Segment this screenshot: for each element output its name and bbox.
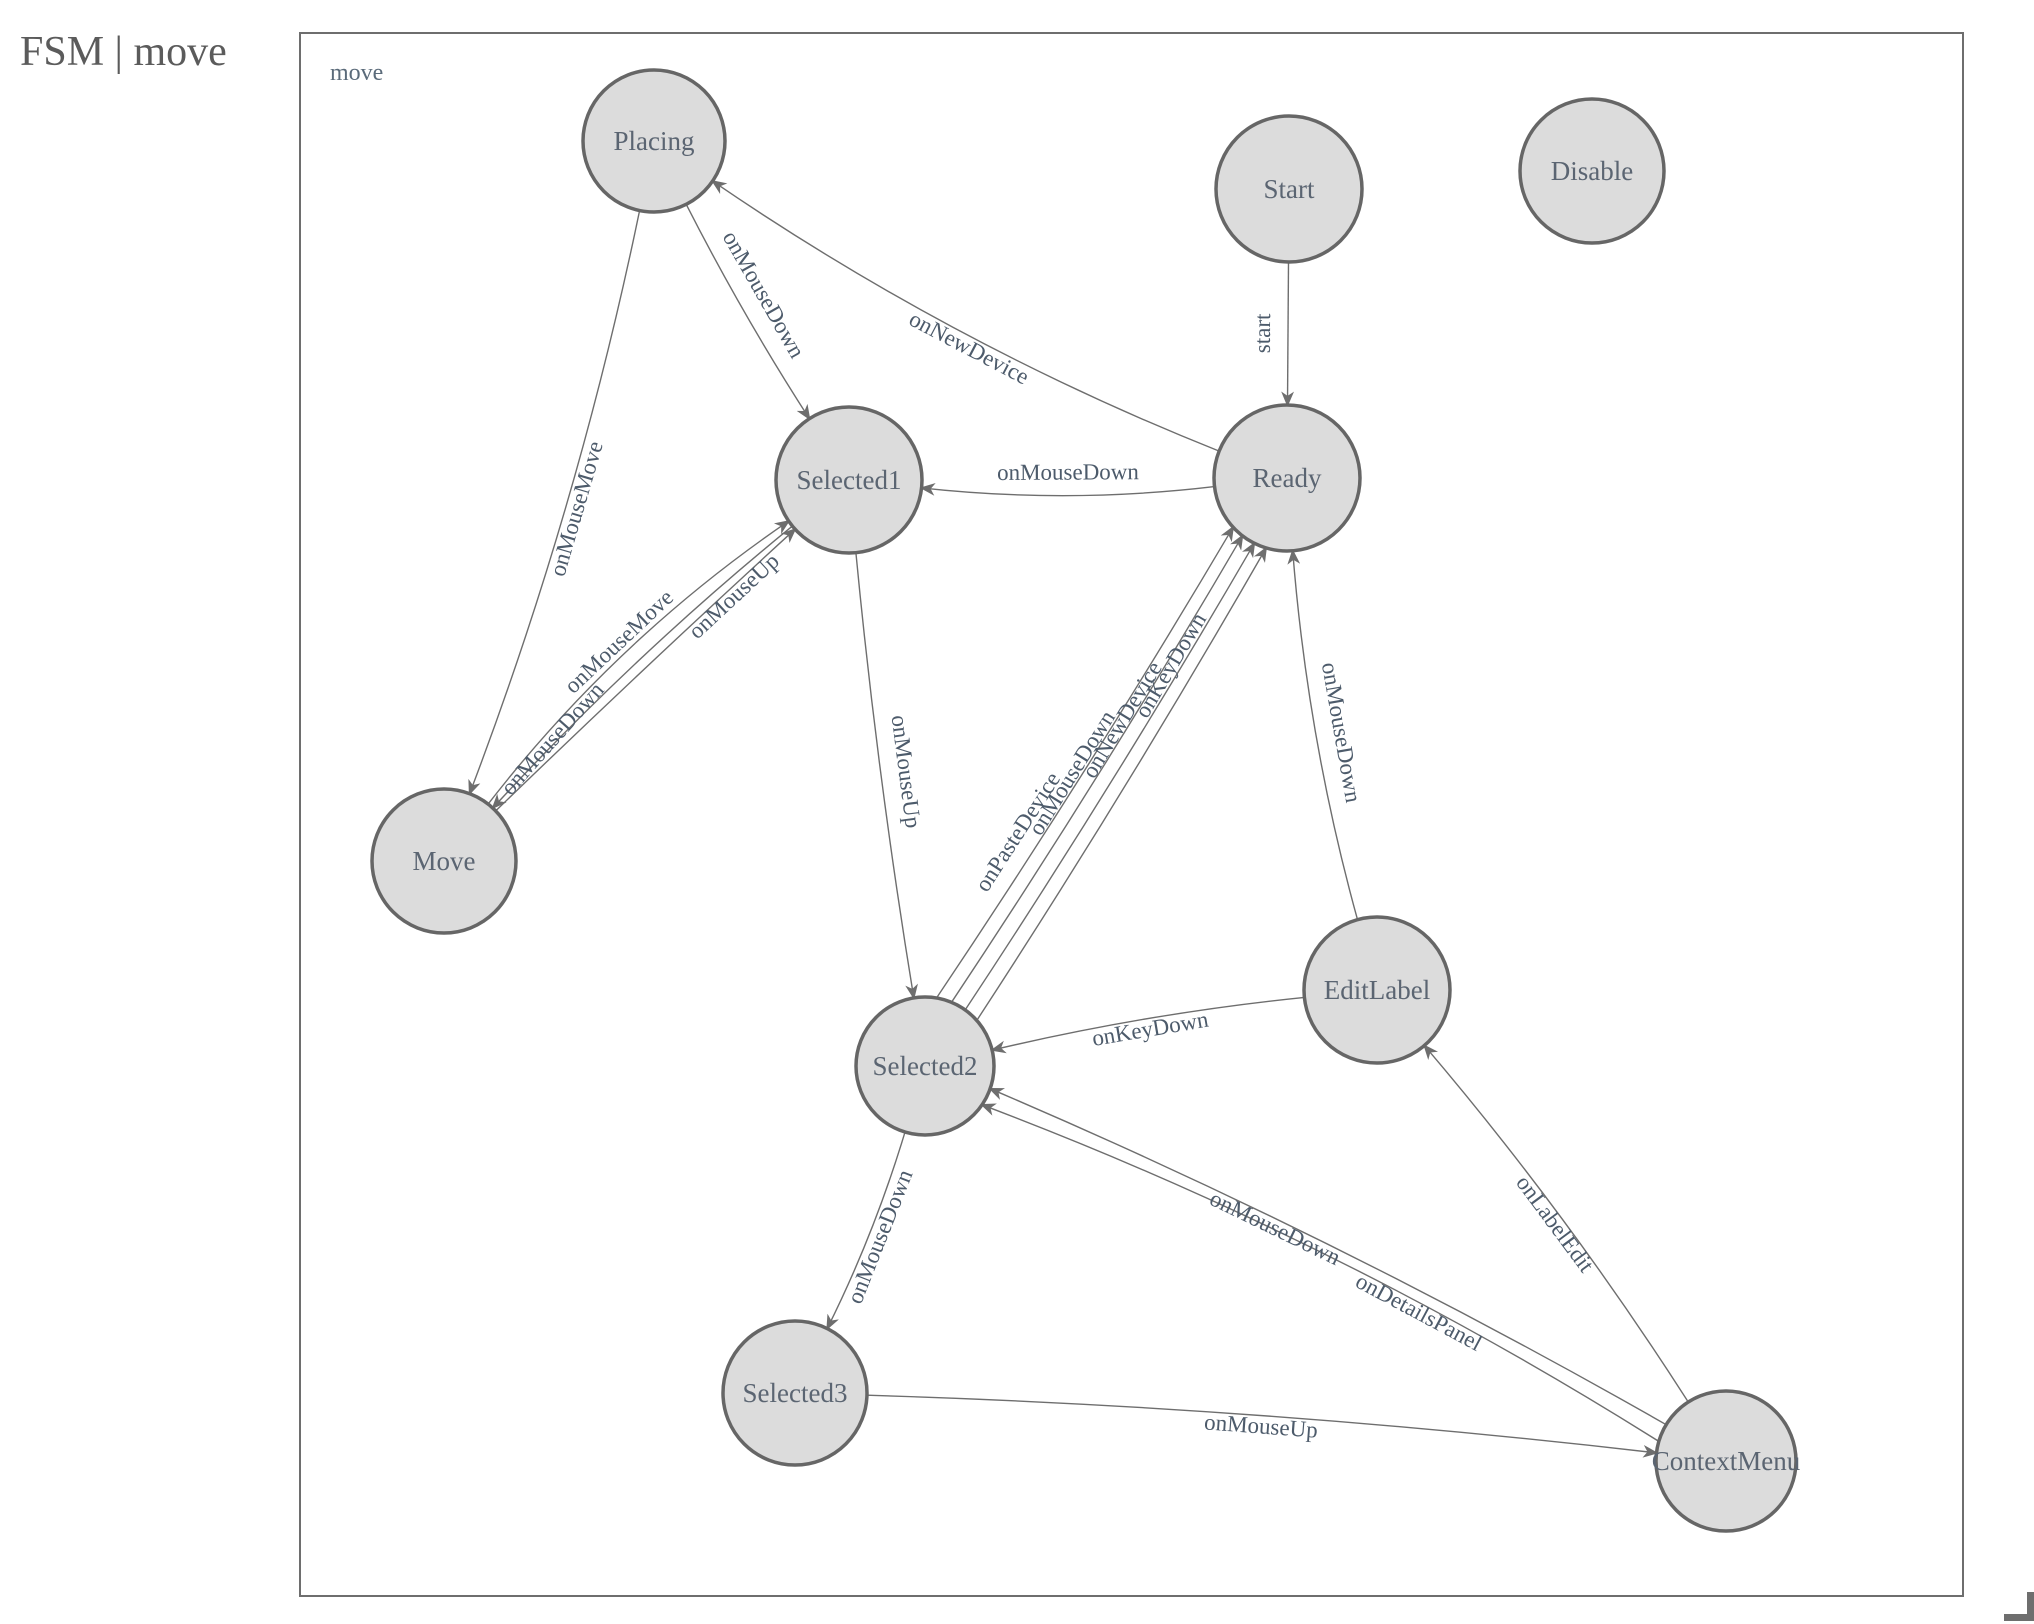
svg-text:onMouseDown: onMouseDown — [1206, 1186, 1345, 1271]
svg-text:onMouseUp: onMouseUp — [684, 548, 784, 644]
svg-text:Disable: Disable — [1551, 156, 1633, 186]
svg-text:onMouseUp: onMouseUp — [887, 714, 926, 830]
svg-text:onKeyDown: onKeyDown — [1090, 1007, 1211, 1051]
svg-text:Ready: Ready — [1253, 463, 1322, 493]
svg-text:onMouseDown: onMouseDown — [1317, 660, 1366, 805]
svg-text:Move: Move — [413, 846, 476, 876]
svg-text:Selected3: Selected3 — [743, 1378, 848, 1408]
svg-text:onMouseDown: onMouseDown — [718, 227, 810, 363]
svg-text:move: move — [330, 60, 383, 86]
svg-text:onDetailsPanel: onDetailsPanel — [1352, 1268, 1487, 1356]
svg-text:EditLabel: EditLabel — [1324, 975, 1430, 1005]
svg-text:Start: Start — [1264, 174, 1315, 204]
svg-text:start: start — [1250, 313, 1275, 353]
svg-text:onMouseDown: onMouseDown — [997, 459, 1139, 485]
svg-text:onLabelEdit: onLabelEdit — [1511, 1171, 1599, 1278]
svg-text:Selected2: Selected2 — [873, 1051, 978, 1081]
svg-text:onMouseDown: onMouseDown — [842, 1166, 918, 1308]
svg-text:onMouseMove: onMouseMove — [560, 585, 679, 699]
svg-text:ContextMenu: ContextMenu — [1652, 1446, 1801, 1476]
svg-text:Placing: Placing — [614, 126, 695, 156]
svg-text:onMouseUp: onMouseUp — [1203, 1409, 1318, 1442]
svg-text:onMouseMove: onMouseMove — [545, 438, 608, 579]
svg-text:onMouseDown: onMouseDown — [496, 677, 609, 800]
svg-text:onNewDevice: onNewDevice — [905, 306, 1033, 389]
svg-text:Selected1: Selected1 — [797, 465, 902, 495]
